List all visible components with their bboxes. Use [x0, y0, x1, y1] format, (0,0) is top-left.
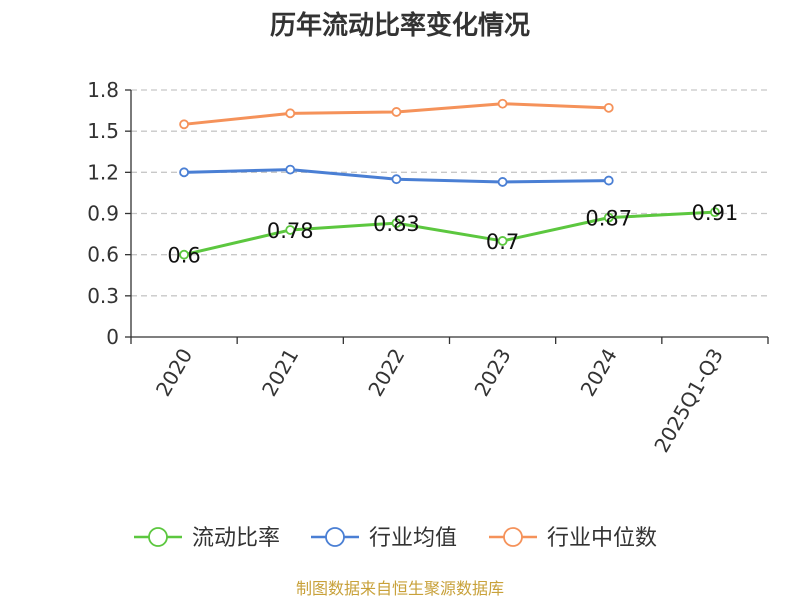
x-tick-label: 2020: [151, 344, 197, 400]
data-point: [497, 98, 508, 109]
legend-label: 行业中位数: [547, 526, 657, 551]
data-point: [285, 108, 296, 119]
data-label: 0.91: [692, 201, 739, 225]
y-tick-label: 1.5: [87, 119, 119, 143]
source-note: 制图数据来自恒生聚源数据库: [296, 579, 504, 598]
data-point: [179, 119, 189, 130]
x-tick-label: 2025Q1-Q3: [649, 344, 728, 456]
data-label: 0.78: [267, 219, 314, 243]
legend-label: 流动比率: [192, 526, 280, 551]
data-label: 0.7: [486, 230, 519, 254]
data-point: [710, 207, 720, 218]
data-point: [391, 107, 402, 117]
data-label: 0.87: [585, 207, 632, 231]
x-tick-label: 2022: [363, 344, 409, 400]
data-point: [603, 175, 614, 186]
data-label: 0.83: [373, 212, 420, 236]
data-label: 0.6: [167, 244, 200, 268]
x-tick-label: 2023: [469, 344, 515, 400]
data-point: [603, 102, 614, 113]
legend-item[interactable]: 流动比率: [134, 526, 280, 551]
y-tick-label: 0.6: [87, 243, 119, 267]
data-point: [603, 212, 614, 223]
x-tick-label: 2021: [257, 344, 303, 400]
legend: 流动比率 行业均值 行业中位数: [134, 526, 657, 551]
y-tick-label: 0: [106, 325, 119, 349]
y-tick-label: 0.3: [87, 284, 119, 308]
x-tick-label: 2024: [576, 344, 622, 400]
y-tick-label: 1.2: [87, 160, 119, 184]
series-lines: [179, 98, 720, 260]
data-point: [285, 225, 296, 235]
data-point: [391, 174, 402, 185]
legend-item[interactable]: 行业中位数: [489, 526, 657, 551]
y-tick-label: 1.8: [87, 78, 119, 102]
y-tick-label: 0.9: [87, 202, 119, 226]
legend-swatch-marker: [325, 527, 345, 547]
data-labels: 0.6 0.78 0.83 0.7 0.87 0.91: [167, 201, 738, 268]
series-line: [183, 210, 715, 257]
data-point: [179, 167, 189, 178]
chart-title: 历年流动比率变化情况: [270, 10, 530, 41]
legend-label: 行业均值: [369, 526, 457, 551]
legend-item[interactable]: 行业均值: [311, 526, 457, 551]
data-point: [179, 249, 189, 260]
data-point: [497, 177, 508, 187]
data-point: [391, 218, 402, 229]
data-point: [285, 164, 296, 175]
legend-swatch-marker: [148, 527, 168, 547]
legend-swatch-marker: [503, 527, 523, 547]
data-point: [497, 236, 508, 246]
